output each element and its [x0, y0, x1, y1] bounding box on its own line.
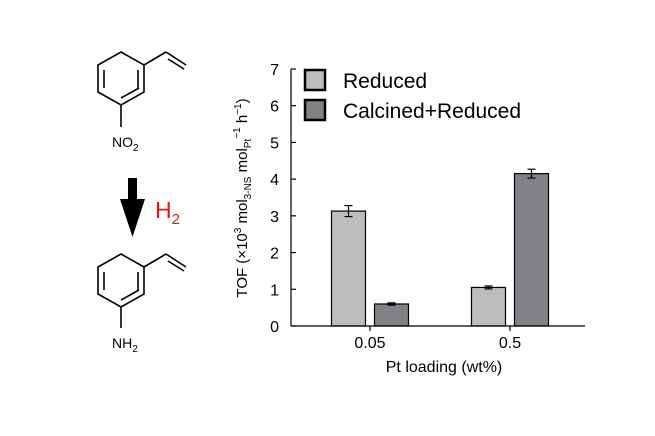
y-tick-label: 1 [270, 282, 279, 299]
bar [470, 286, 507, 327]
y-tick-label: 3 [270, 209, 279, 226]
bar-chart: 0 1 2 3 4 5 6 7 0.05 0.5 Pt loading (wt%) TOF (×… [232, 62, 585, 376]
reagent-label: H2 [155, 197, 180, 228]
legend-swatch [303, 98, 327, 122]
legend-swatch [303, 68, 327, 92]
x-axis-label: Pt loading (wt%) [386, 359, 503, 376]
y-axis-ticks: 0 1 2 3 4 5 6 7 [270, 62, 296, 336]
reactant-group-label: NO2 [112, 134, 139, 154]
reactant-structure [97, 51, 187, 127]
bars [330, 168, 550, 327]
bar [373, 303, 410, 327]
legend: Reduced Calcined+Reduced [303, 68, 521, 123]
y-tick-label: 5 [270, 135, 279, 152]
y-tick-label: 0 [270, 319, 279, 336]
bar [330, 210, 367, 327]
x-tick-label: 0.05 [354, 335, 385, 352]
legend-label: Calcined+Reduced [343, 100, 521, 123]
reaction-arrow [120, 178, 145, 237]
product-structure [97, 253, 187, 328]
reaction-scheme: NO2 H2 NH2 [97, 51, 187, 355]
x-axis-ticks: 0.05 0.5 [354, 326, 521, 352]
y-tick-label: 6 [270, 99, 279, 116]
y-tick-label: 7 [270, 62, 279, 79]
legend-label: Reduced [343, 70, 427, 93]
y-tick-label: 4 [270, 172, 279, 189]
y-axis-label: TOF (×103 mol3-NS molPt−1 h−1) [232, 98, 254, 297]
x-tick-label: 0.5 [499, 335, 521, 352]
y-tick-label: 2 [270, 246, 279, 263]
bar [513, 173, 550, 327]
product-group-label: NH2 [112, 335, 138, 355]
